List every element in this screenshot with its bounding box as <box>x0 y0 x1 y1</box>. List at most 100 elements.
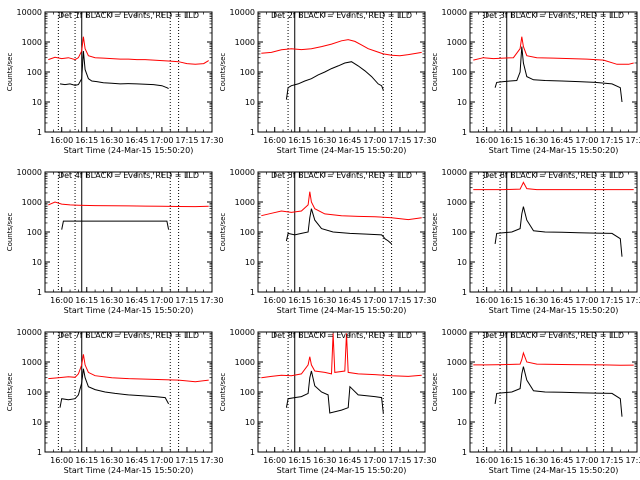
series-line-events <box>285 370 384 414</box>
y-tick-label: 100 <box>452 388 467 397</box>
series-line-events <box>59 50 169 90</box>
y-tick-label: 1 <box>462 128 467 137</box>
y-tick-label: 1 <box>462 288 467 297</box>
x-tick-label: 17:00 <box>363 136 386 145</box>
series-line-lld <box>48 201 209 208</box>
y-tick-label: 1000 <box>447 198 467 207</box>
x-axis-label: Start Time (24-Mar-15 15:50:20) <box>277 306 407 315</box>
series-line-lld <box>261 333 422 379</box>
x-tick-label: 16:30 <box>100 136 123 145</box>
x-tick-label: 16:30 <box>525 296 548 305</box>
x-tick-label: 16:45 <box>338 136 361 145</box>
x-tick-label: 16:00 <box>50 296 73 305</box>
series-line-lld <box>48 354 209 383</box>
x-tick-label: 16:00 <box>50 136 73 145</box>
y-tick-label: 1 <box>250 128 255 137</box>
x-tick-label: 16:15 <box>288 456 311 465</box>
x-tick-label: 17:15 <box>388 296 411 305</box>
x-tick-label: 16:45 <box>550 456 573 465</box>
y-tick-label: 1 <box>37 288 42 297</box>
x-tick-label: 16:00 <box>50 456 73 465</box>
x-tick-label: 16:15 <box>288 136 311 145</box>
y-tick-label: 10 <box>457 258 467 267</box>
x-tick-label: 16:15 <box>500 296 523 305</box>
plot-frame <box>257 171 426 293</box>
y-tick-label: 1000 <box>447 358 467 367</box>
x-tick-label: 16:45 <box>550 296 573 305</box>
x-tick-label: 17:00 <box>575 456 598 465</box>
x-tick-label: 16:00 <box>263 296 286 305</box>
plot-frame <box>257 11 426 133</box>
y-tick-label: 10000 <box>230 8 255 17</box>
x-tick-label: 17:30 <box>200 136 223 145</box>
y-axis-label: Counts/sec <box>6 213 14 252</box>
x-axis-label: Start Time (24-Mar-15 15:50:20) <box>277 466 407 475</box>
x-tick-label: 16:00 <box>263 456 286 465</box>
x-axis-label: Start Time (24-Mar-15 15:50:20) <box>64 466 194 475</box>
series-line-events <box>61 220 170 230</box>
series-line-events <box>285 208 392 245</box>
x-tick-label: 16:30 <box>313 456 336 465</box>
x-tick-label: 16:00 <box>263 136 286 145</box>
series-line-events <box>494 46 623 103</box>
plot-frame <box>44 11 213 133</box>
y-axis-label: Counts/sec <box>6 53 14 92</box>
panel-title: Det 9f BLACK = Events, RED = LLD <box>483 331 624 340</box>
x-axis-label: Start Time (24-Mar-15 15:50:20) <box>64 146 194 155</box>
y-axis-label: Counts/sec <box>431 213 439 252</box>
x-tick-label: 16:30 <box>313 136 336 145</box>
panel-9: 1 10 100 1000 10000 16:00 16:15 16:30 16:45 17:00… <box>431 328 640 475</box>
y-tick-label: 1000 <box>22 358 42 367</box>
y-axis-label: Counts/sec <box>6 373 14 412</box>
y-tick-label: 100 <box>27 68 42 77</box>
y-tick-label: 10000 <box>442 8 467 17</box>
y-tick-label: 1000 <box>22 198 42 207</box>
x-tick-label: 16:30 <box>313 296 336 305</box>
y-axis-label: Counts/sec <box>219 53 227 92</box>
x-tick-label: 17:30 <box>413 296 436 305</box>
series-line-events <box>285 61 384 100</box>
x-tick-label: 17:30 <box>625 296 640 305</box>
y-tick-label: 10000 <box>442 168 467 177</box>
x-tick-label: 16:15 <box>288 296 311 305</box>
x-tick-label: 17:00 <box>150 136 173 145</box>
x-tick-label: 17:15 <box>388 456 411 465</box>
x-tick-label: 16:45 <box>338 296 361 305</box>
panel-title: Det 3f BLACK = Events, RED = LLD <box>483 11 624 20</box>
plot-frame <box>44 331 213 453</box>
y-tick-label: 100 <box>452 228 467 237</box>
series-line-events <box>59 368 170 408</box>
x-tick-label: 16:15 <box>75 136 98 145</box>
panel-title: Det 6f BLACK = Events, RED = LLD <box>483 171 624 180</box>
y-tick-label: 100 <box>27 228 42 237</box>
x-tick-label: 17:00 <box>575 296 598 305</box>
y-tick-label: 10000 <box>230 328 255 337</box>
x-tick-label: 17:15 <box>388 136 411 145</box>
panel-title: Det 1f BLACK = Events, RED = LLD <box>58 11 199 20</box>
x-tick-label: 16:30 <box>100 456 123 465</box>
y-axis-label: Counts/sec <box>219 213 227 252</box>
panel-5: 1 10 100 1000 10000 16:00 16:15 16:30 16:45 17:00… <box>219 168 437 315</box>
y-tick-label: 10 <box>32 98 42 107</box>
series-line-lld <box>48 36 209 65</box>
y-tick-label: 1 <box>37 448 42 457</box>
panel-4: 1 10 100 1000 10000 16:00 16:15 16:30 16:45 17:00… <box>6 168 224 315</box>
panel-title: Det 5f BLACK = Events, RED = LLD <box>271 171 412 180</box>
y-tick-label: 10000 <box>442 328 467 337</box>
panel-title: Det 4f BLACK = Events, RED = LLD <box>58 171 199 180</box>
x-axis-label: Start Time (24-Mar-15 15:50:20) <box>277 146 407 155</box>
x-tick-label: 16:15 <box>500 456 523 465</box>
y-tick-label: 10 <box>245 418 255 427</box>
panel-3: 1 10 100 1000 10000 16:00 16:15 16:30 16:45 17:00… <box>431 8 640 155</box>
series-line-events <box>494 206 623 257</box>
x-tick-label: 16:45 <box>125 456 148 465</box>
y-tick-label: 10 <box>32 258 42 267</box>
x-tick-label: 17:15 <box>175 296 198 305</box>
panel-1: 1 10 100 1000 10000 16:00 16:15 16:30 16:45 17:00… <box>6 8 224 155</box>
x-tick-label: 16:45 <box>125 296 148 305</box>
y-tick-label: 1000 <box>235 358 255 367</box>
x-axis-label: Start Time (24-Mar-15 15:50:20) <box>64 306 194 315</box>
y-tick-label: 10000 <box>230 168 255 177</box>
x-tick-label: 16:30 <box>525 456 548 465</box>
